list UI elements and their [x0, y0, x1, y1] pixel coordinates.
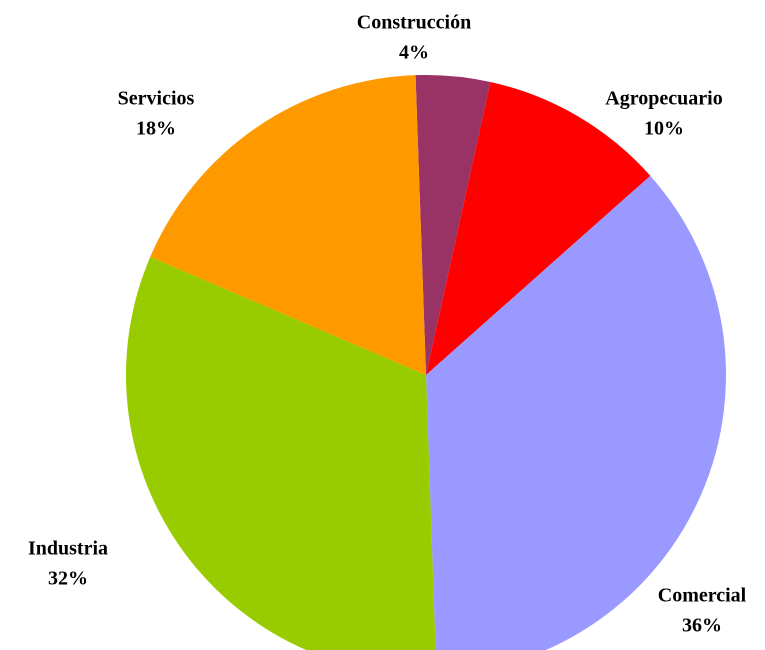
- slice-value-label: 4%: [399, 42, 429, 64]
- slice-label: Agropecuario: [605, 88, 722, 110]
- slice-label: Construcción: [357, 12, 471, 34]
- pie-slice: [426, 175, 726, 650]
- slice-label: Industria: [28, 538, 108, 560]
- slice-value-label: 18%: [136, 118, 176, 140]
- slice-value-label: 32%: [48, 568, 88, 590]
- slice-label: Comercial: [658, 585, 747, 607]
- pie-slice: [126, 256, 436, 650]
- slice-value-label: 36%: [682, 615, 722, 637]
- pie-slice: [150, 75, 426, 376]
- pie-slice: [426, 81, 651, 375]
- slice-label: Servicios: [118, 88, 195, 110]
- pie-slice: [415, 75, 491, 375]
- slice-value-label: 10%: [644, 118, 684, 140]
